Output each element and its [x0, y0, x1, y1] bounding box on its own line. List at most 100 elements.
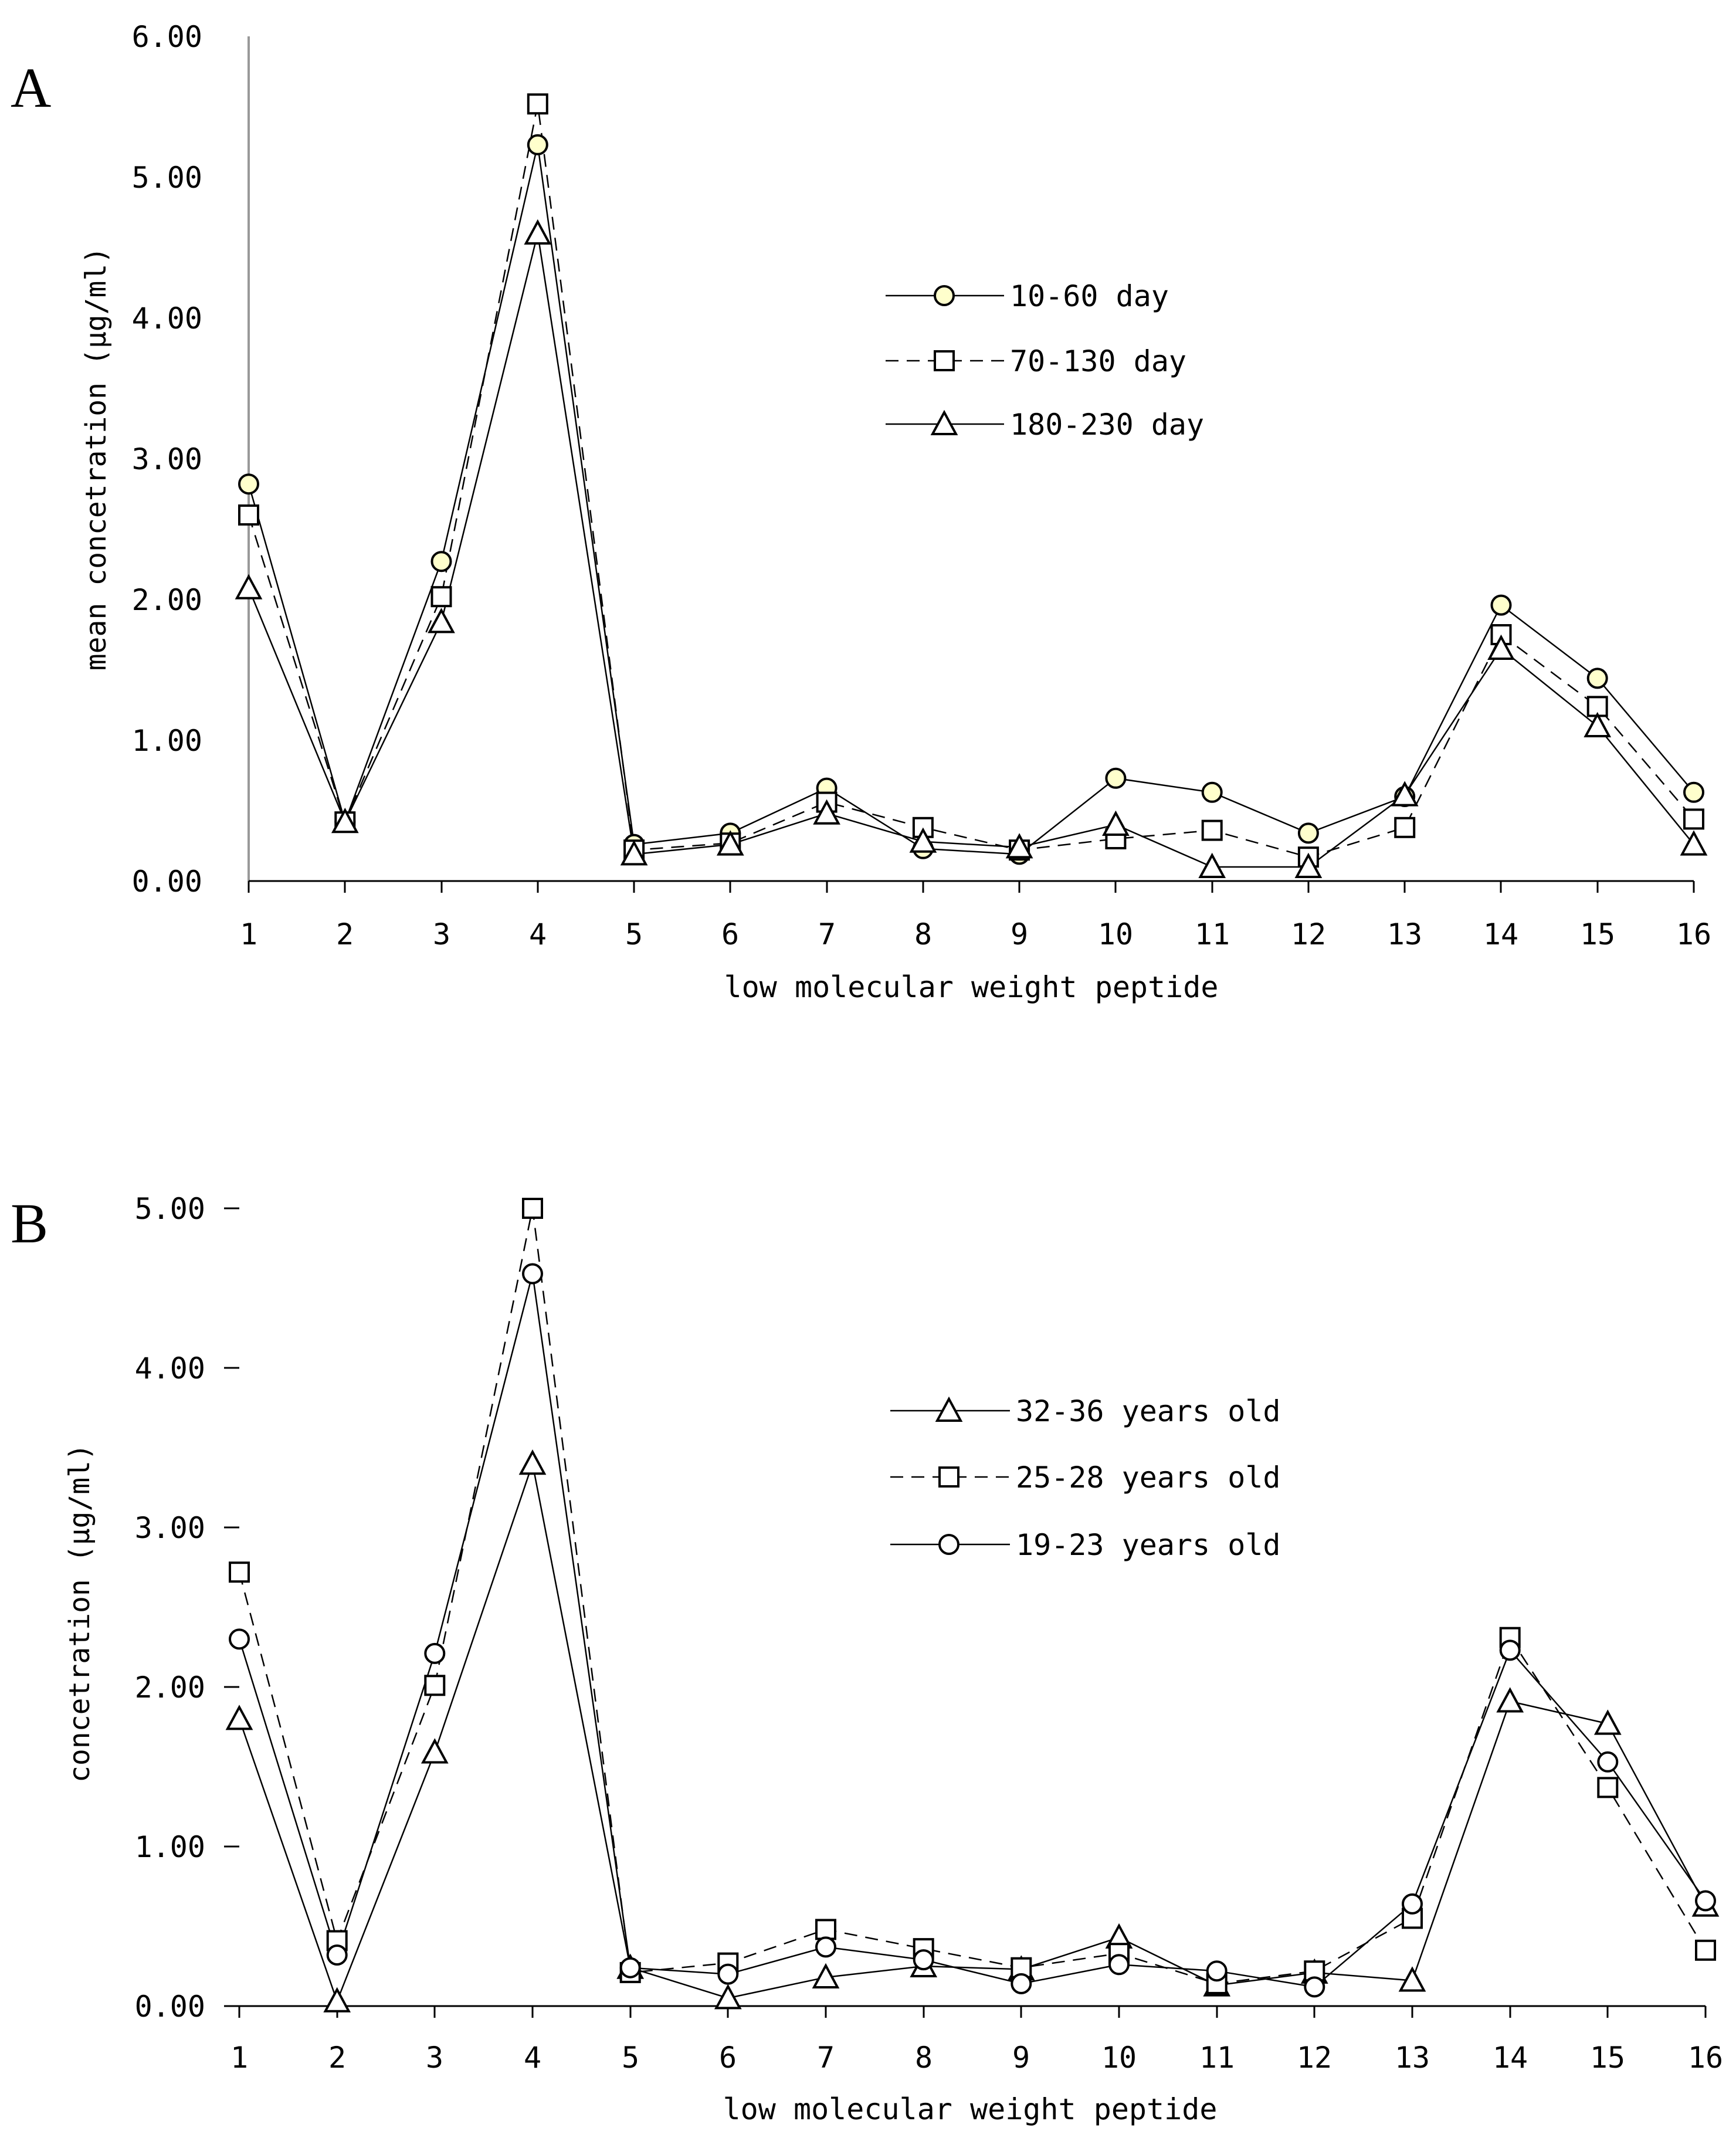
data-point-10-60-day [1297, 822, 1319, 844]
x-tick-label: 13 [1387, 917, 1422, 951]
data-point-10-60-day [1586, 668, 1608, 689]
x-tick-label: 1 [230, 2041, 248, 2075]
panel-a-y-axis-label: mean concetration (μg/ml) [80, 247, 113, 670]
data-point-180-230-day [235, 574, 263, 599]
panel-b-label: B [11, 1192, 48, 1255]
legend-marker-triangle [935, 1396, 963, 1422]
panel-b-y-ticks [224, 1207, 239, 2007]
data-point-32-36-years-old [812, 1963, 840, 1988]
data-point-10-60-day [238, 473, 259, 495]
series-line-180-230-day [247, 233, 1694, 868]
x-tick-label: 6 [721, 917, 739, 951]
x-tick-label: 3 [433, 917, 450, 951]
panel-b-legend: 32-36 years old 25-28 years old 19-23 ye… [890, 1394, 1281, 1562]
x-tick-label: 9 [1011, 917, 1028, 951]
panel-a-x-tick-labels: 1 2 3 4 5 6 7 8 9 10 11 12 13 14 15 16 [240, 917, 1711, 951]
data-point-180-230-day [331, 807, 359, 834]
y-tick-label: 2.00 [132, 583, 202, 617]
panel-b-y-tick-labels: 0.00 1.00 2.00 3.00 4.00 5.00 [135, 1192, 205, 2024]
data-point-180-230-day [909, 827, 937, 853]
legend-marker-square [934, 350, 955, 371]
data-point-25-28-years-old [1695, 1939, 1716, 1961]
data-point-70-130-day [1394, 817, 1416, 838]
y-tick-label: 1.00 [132, 724, 202, 758]
panel-b-x-tick-labels: 1 2 3 4 5 6 7 8 9 10 11 12 13 14 15 16 [230, 2041, 1723, 2075]
data-point-19-23-years-old [1499, 1639, 1521, 1661]
data-point-19-23-years-old [229, 1628, 250, 1650]
data-point-32-36-years-old [225, 1705, 253, 1730]
data-point-19-23-years-old [326, 1944, 348, 1966]
legend-label-10-60-day: 10-60 day [1010, 279, 1169, 313]
data-point-180-230-day [524, 219, 552, 245]
data-point-25-28-years-old [815, 1919, 836, 1940]
data-point-19-23-years-old [424, 1642, 446, 1664]
data-point-32-36-years-old [421, 1738, 449, 1764]
data-point-19-23-years-old [1011, 1973, 1032, 1994]
panel-b: B 1 [11, 1192, 1723, 2126]
data-point-180-230-day [1294, 852, 1323, 878]
data-point-32-36-years-old [323, 1987, 351, 2013]
x-tick-label: 3 [426, 2041, 443, 2075]
x-tick-label: 12 [1297, 2041, 1332, 2075]
data-point-10-60-day [1490, 594, 1512, 616]
legend-marker-circle [938, 1534, 959, 1555]
x-tick-label: 15 [1580, 917, 1615, 951]
panel-a-y-tick-labels: 0.00 1.00 2.00 3.00 4.00 5.00 6.00 [132, 20, 202, 899]
legend-label-180-230-day: 180-230 day [1010, 408, 1204, 442]
y-tick-label: 2.00 [135, 1671, 205, 1705]
data-point-19-23-years-old [717, 1963, 739, 1985]
data-point-180-230-day [1005, 833, 1033, 859]
panel-a-x-ticks [247, 881, 1695, 893]
legend-label-70-130-day: 70-130 day [1010, 344, 1186, 378]
x-tick-label: 16 [1676, 917, 1711, 951]
x-tick-label: 8 [915, 2041, 933, 2075]
y-tick-label: 4.00 [135, 1351, 205, 1385]
data-point-25-28-years-old [229, 1561, 250, 1583]
x-tick-label: 11 [1195, 917, 1230, 951]
series-line-19-23-years-old [238, 1273, 1707, 1988]
x-tick-label: 7 [817, 2041, 835, 2075]
y-tick-label: 1.00 [135, 1830, 205, 1864]
data-point-180-230-day [1102, 810, 1130, 836]
data-point-180-230-day [1198, 852, 1226, 878]
legend-label-25-28-years-old: 25-28 years old [1016, 1461, 1281, 1495]
legend-marker-circle [934, 285, 955, 306]
data-point-10-60-day [1201, 781, 1223, 803]
x-tick-label: 6 [719, 2041, 737, 2075]
x-tick-label: 7 [818, 917, 836, 951]
data-point-19-23-years-old [815, 1936, 836, 1958]
x-tick-label: 11 [1199, 2041, 1235, 2075]
panel-a-x-axis-label: low molecular weight peptide [724, 970, 1219, 1004]
data-point-10-60-day [527, 134, 548, 155]
data-point-19-23-years-old [1695, 1890, 1716, 1912]
x-tick-label: 10 [1098, 917, 1133, 951]
x-tick-label: 1 [240, 917, 257, 951]
x-tick-label: 4 [524, 2041, 541, 2075]
panel-b-markers [225, 1198, 1720, 2013]
x-tick-label: 14 [1493, 2041, 1528, 2075]
panel-a: A 1 2 3 4 5 6 7 [11, 20, 1711, 1004]
data-point-25-28-years-old [1597, 1777, 1619, 1798]
data-point-10-60-day [1683, 781, 1704, 803]
x-tick-label: 10 [1101, 2041, 1137, 2075]
data-point-19-23-years-old [913, 1949, 934, 1971]
x-tick-label: 2 [336, 917, 354, 951]
x-tick-label: 16 [1688, 2041, 1723, 2075]
panel-b-lines [238, 1208, 1707, 2004]
data-point-70-130-day [1683, 808, 1704, 830]
data-point-180-230-day [1391, 781, 1419, 807]
x-tick-label: 12 [1291, 917, 1326, 951]
data-point-32-36-years-old [1398, 1966, 1426, 1992]
data-point-180-230-day [716, 830, 744, 856]
series-line-25-28-years-old [238, 1208, 1707, 1985]
y-tick-label: 5.00 [132, 161, 202, 195]
panel-b-y-axis-label: concetration (μg/ml) [63, 1444, 96, 1783]
y-tick-label: 6.00 [132, 20, 202, 54]
x-tick-label: 13 [1395, 2041, 1430, 2075]
legend-label-19-23-years-old: 19-23 years old [1016, 1528, 1281, 1562]
data-point-19-23-years-old [522, 1263, 543, 1285]
panel-b-x-ticks [238, 2006, 1707, 2018]
y-tick-label: 5.00 [135, 1192, 205, 1226]
panel-a-label: A [11, 56, 51, 119]
data-point-32-36-years-old [714, 1984, 742, 2010]
